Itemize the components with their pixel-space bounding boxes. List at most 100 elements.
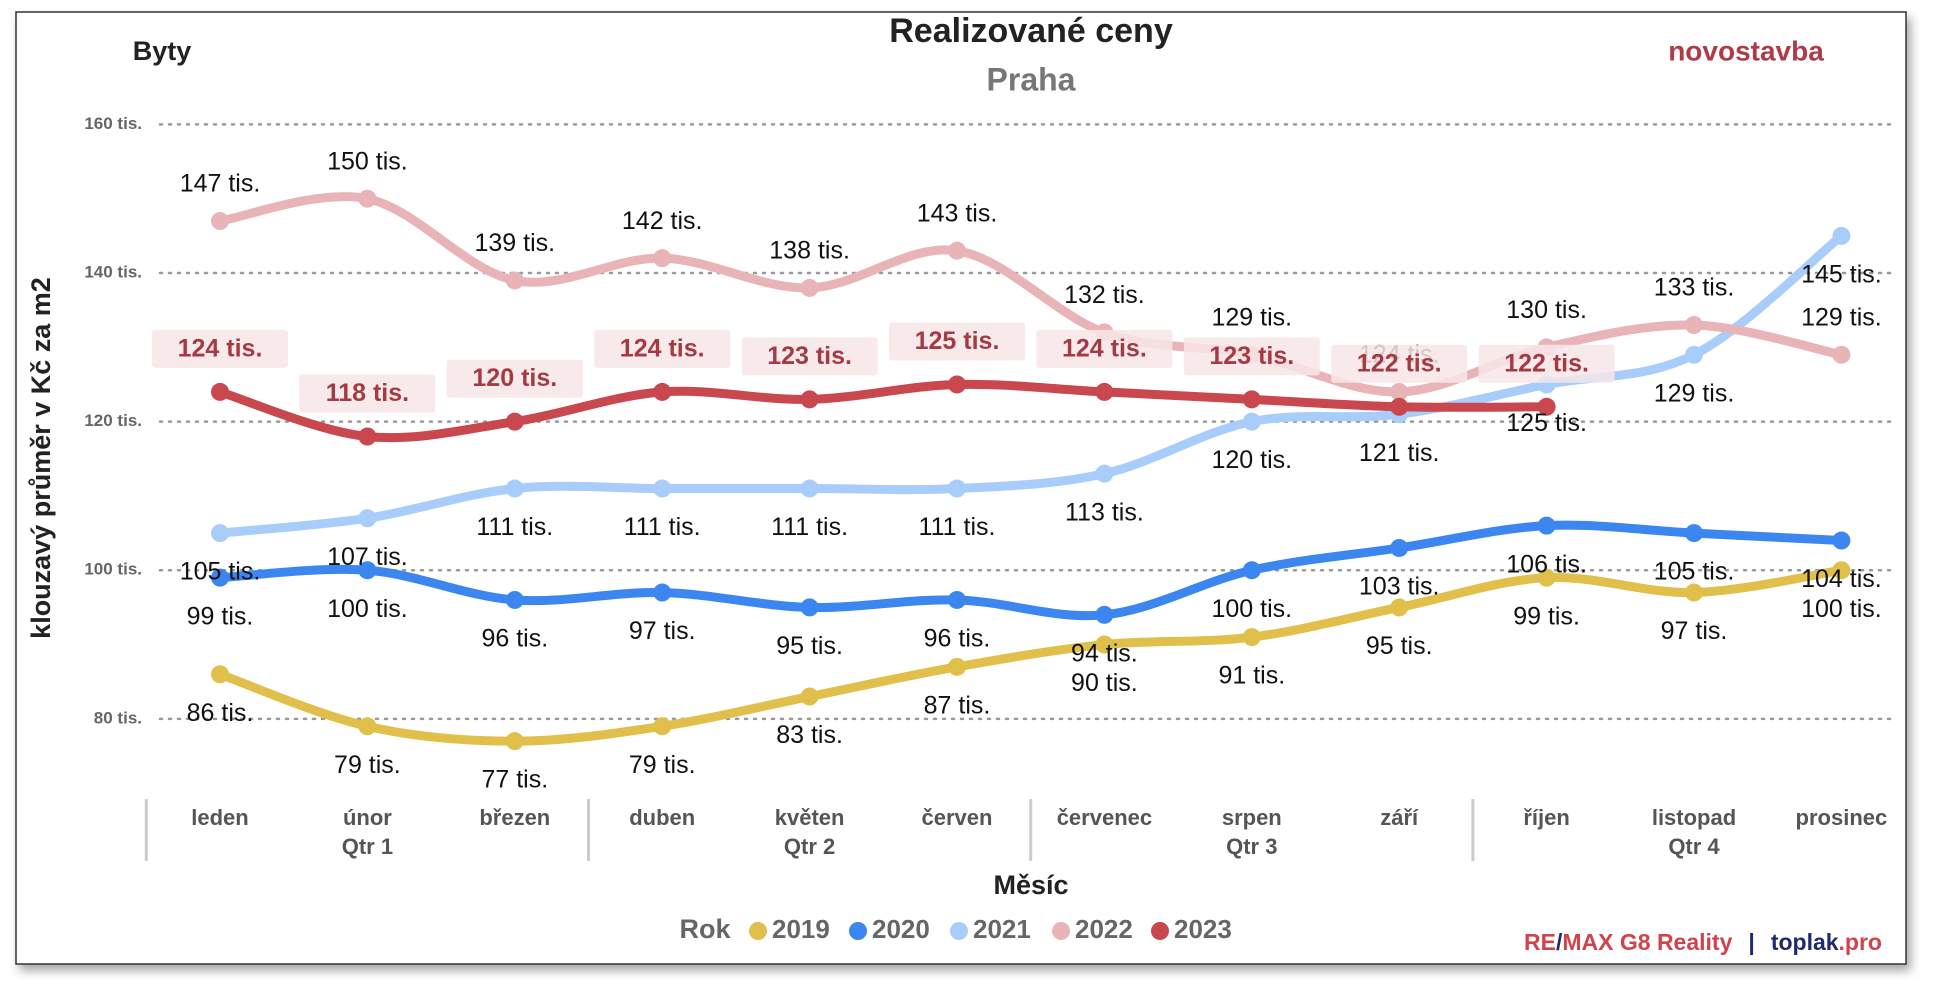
x-tick-label: březen [479,805,550,830]
x-tick-label: září [1380,805,1419,830]
data-point [948,241,966,260]
data-point [211,212,229,231]
data-label: 124 tis. [1062,335,1147,363]
data-label: 104 tis. [1801,565,1882,593]
data-point [1242,390,1261,409]
data-point [800,598,819,617]
data-point [1095,382,1114,401]
data-point [1390,382,1409,401]
data-label: 99 tis. [187,602,254,630]
data-label: 79 tis. [334,751,401,779]
chart-subtitle: Praha [987,61,1076,97]
data-label: 99 tis. [1513,602,1580,630]
data-label: 143 tis. [917,199,998,227]
data-point [800,687,819,706]
legend-marker [849,922,867,940]
y-tick-label: 80 tis. [94,708,142,727]
data-label: 129 tis. [1211,303,1292,331]
data-label: 95 tis. [776,632,843,660]
footer-part: toplak [1771,929,1839,955]
chart-title: Realizované ceny [889,12,1173,50]
data-point [653,717,672,736]
data-point [358,427,377,446]
x-axis-label: Měsíc [993,870,1068,900]
footer-part: .pro [1839,929,1882,955]
corner-left: Byty [133,36,192,66]
data-label: 86 tis. [187,699,254,727]
data-point [1242,412,1261,431]
data-label: 83 tis. [776,721,843,749]
label-box [594,329,731,368]
data-label: 111 tis. [771,513,848,541]
data-label: 125 tis. [1506,409,1587,437]
data-label: 133 tis. [1654,274,1735,302]
data-point [358,189,377,208]
data-point [653,382,672,401]
legend-title: Rok [679,914,731,944]
data-point [1832,561,1851,580]
x-tick-label: listopad [1652,805,1736,830]
data-point [1685,583,1703,602]
x-tick-label: červen [922,805,993,830]
series-line [215,565,1846,746]
data-label: 107 tis. [327,543,408,571]
series-line [215,379,1552,443]
legend-label: 2021 [973,914,1031,944]
x-tick-label: červenec [1057,805,1152,830]
label-box [299,374,436,413]
y-tick-label: 120 tis. [84,411,142,430]
data-label: 100 tis. [1801,595,1882,623]
data-label: 139 tis. [474,229,555,257]
y-tick-label: 160 tis. [84,114,142,133]
quarter-label: Qtr 4 [1668,834,1720,859]
data-point [358,509,377,528]
data-label: 124 tis. [620,335,705,363]
data-point [1390,397,1409,416]
data-label: 147 tis. [180,170,261,198]
data-point [1685,345,1703,364]
quarter-label: Qtr 1 [342,834,393,859]
data-label: 77 tis. [481,766,548,794]
data-point [948,479,966,498]
label-box [446,359,583,398]
data-label: 138 tis. [769,237,850,265]
series-line [215,520,1846,621]
data-point [1242,628,1261,647]
data-label: 111 tis. [919,513,996,541]
data-point [211,665,229,684]
data-point [211,382,229,401]
data-point [1832,226,1851,245]
data-label: 96 tis. [481,625,548,653]
data-point [1832,531,1851,550]
footer-part: MAX G8 Reality [1562,929,1732,955]
x-tick-label: květen [775,805,845,830]
data-point [1685,524,1703,543]
data-point [505,590,524,609]
data-label: 100 tis. [327,595,408,623]
corner-right: novostavba [1668,35,1824,66]
data-label: 95 tis. [1366,632,1433,660]
footer: RE/MAX G8 Reality | toplak.pro [1524,929,1882,955]
y-axis-label: klouzavý průměr v Kč za m2 [26,277,56,639]
x-tick-label: leden [191,805,248,830]
data-label: 106 tis. [1506,550,1587,578]
data-label: 100 tis. [1211,595,1292,623]
x-tick-label: duben [629,805,695,830]
legend-label: 2022 [1075,914,1133,944]
data-label: 90 tis. [1071,669,1138,697]
label-box [1183,337,1320,376]
legend-marker [950,922,968,940]
data-label: 123 tis. [767,342,852,370]
data-point [505,732,524,751]
data-label: 87 tis. [924,691,991,719]
data-label: 122 tis. [1504,349,1589,377]
data-point [1537,397,1556,416]
label-box [152,329,288,368]
data-point [653,583,672,602]
quarter-label: Qtr 3 [1226,834,1277,859]
data-point [1095,605,1114,624]
quarter-label: Qtr 2 [784,834,835,859]
data-label: 129 tis. [1654,379,1735,407]
data-label: 142 tis. [622,207,703,235]
footer-part: RE [1524,929,1556,955]
